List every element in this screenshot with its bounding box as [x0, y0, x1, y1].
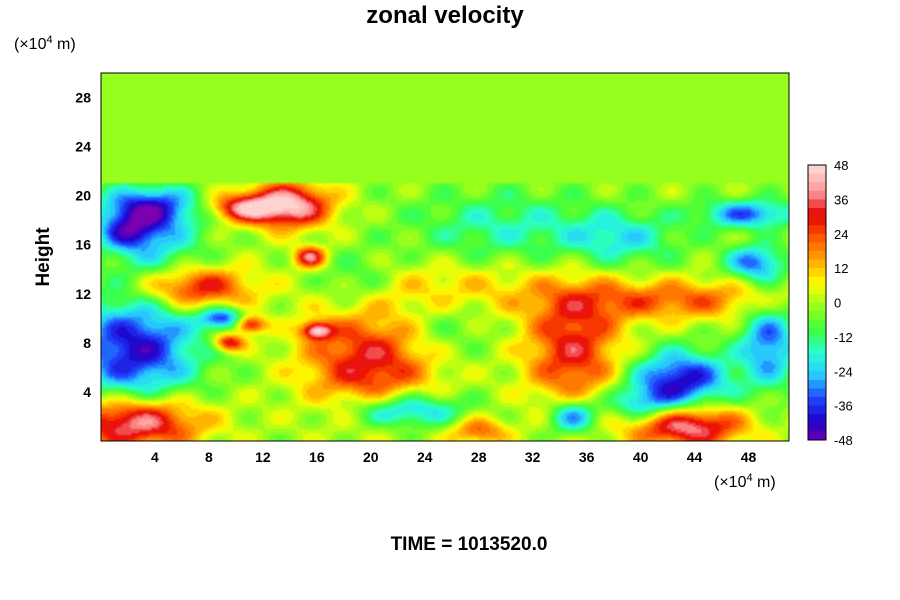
colorbar-band [808, 328, 826, 338]
y-tick-label: 16 [75, 237, 91, 253]
colorbar-band [808, 414, 826, 424]
x-tick-label: 12 [255, 449, 271, 465]
colorbar-band [808, 431, 826, 441]
colorbar-tick-label: 36 [834, 192, 848, 207]
x-tick-label: 36 [579, 449, 595, 465]
colorbar-band [808, 405, 826, 415]
colorbar-tick-label: 24 [834, 227, 848, 242]
colorbar-frame [807, 164, 827, 441]
x-tick-label: 20 [363, 449, 379, 465]
x-tick-label: 16 [309, 449, 325, 465]
y-tick-labels: 4 8 12 16 20 24 28 [75, 90, 91, 400]
colorbar-band [808, 379, 826, 389]
x-tick-label: 32 [525, 449, 541, 465]
chart-title: zonal velocity [366, 2, 524, 29]
colorbar-band [808, 285, 826, 295]
colorbar-band [808, 319, 826, 329]
x-tick-label: 28 [471, 449, 487, 465]
x-tick-label: 48 [741, 449, 757, 465]
colorbar-band [808, 293, 826, 303]
colorbar-band [808, 422, 826, 432]
colorbar-band [808, 165, 826, 175]
colorbar-band [808, 182, 826, 192]
plot-frame [100, 72, 790, 442]
x-axis-unit: (×104 m) [714, 472, 776, 491]
y-tick-label: 4 [83, 384, 91, 400]
heatmap-image [101, 73, 789, 441]
x-tick-label: 8 [205, 449, 213, 465]
colorbar-tick-label: -48 [834, 433, 853, 448]
y-axis-label: Height [33, 227, 54, 287]
x-tick-label: 4 [151, 449, 159, 465]
colorbar-band [808, 354, 826, 364]
colorbar-band [808, 173, 826, 183]
plot-area [100, 72, 790, 442]
colorbar-band [808, 233, 826, 243]
y-tick-label: 28 [75, 90, 91, 106]
x-tick-label: 44 [687, 449, 703, 465]
colorbar-band [808, 311, 826, 321]
colorbar [807, 164, 827, 441]
colorbar-band [808, 302, 826, 312]
colorbar-band [808, 225, 826, 235]
colorbar-band [808, 371, 826, 381]
colorbar-band [808, 190, 826, 200]
colorbar-tick-label: 48 [834, 158, 848, 173]
y-tick-label: 12 [75, 286, 91, 302]
x-tick-labels: 4 8 12 16 20 24 28 32 36 40 44 48 [151, 449, 756, 465]
colorbar-band [808, 250, 826, 261]
colorbar-band [808, 259, 826, 269]
time-label: TIME = 1013520.0 [391, 534, 548, 555]
colorbar-tick-labels: 48 36 24 12 0 -12 -24 -36 -48 [834, 158, 853, 448]
colorbar-band [808, 268, 826, 278]
y-tick-label: 20 [75, 188, 91, 204]
x-tick-label: 40 [633, 449, 649, 465]
colorbar-band [808, 362, 826, 372]
colorbar-band [808, 276, 826, 286]
colorbar-band [808, 397, 826, 407]
colorbar-band [808, 199, 826, 209]
colorbar-band [808, 207, 826, 218]
colorbar-tick-label: 0 [834, 296, 841, 311]
y-axis-unit: (×104 m) [14, 34, 76, 53]
colorbar-band [808, 336, 826, 346]
colorbar-tick-label: 12 [834, 261, 848, 276]
colorbar-tick-label: -24 [834, 364, 853, 379]
colorbar-tick-label: -36 [834, 399, 853, 414]
colorbar-band [808, 388, 826, 398]
colorbar-band [808, 216, 826, 226]
x-tick-label: 24 [417, 449, 433, 465]
y-tick-label: 24 [75, 139, 91, 155]
colorbar-band [808, 345, 826, 355]
y-tick-label: 8 [83, 335, 91, 351]
colorbar-band [808, 242, 826, 252]
colorbar-tick-label: -12 [834, 330, 853, 345]
